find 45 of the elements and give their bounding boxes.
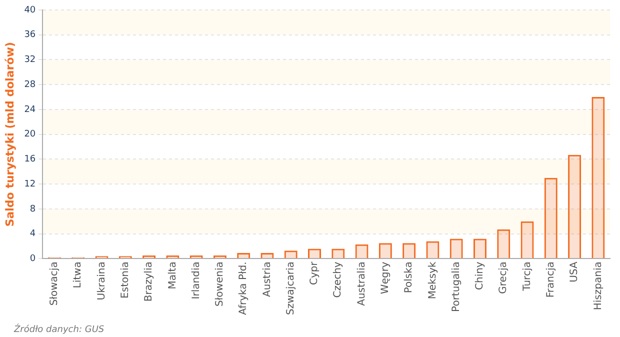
y-tick-label: 12: [24, 179, 36, 190]
x-tick-label: Litwa: [72, 262, 84, 288]
bar: [568, 154, 582, 258]
x-tick-label: Szwajcaria: [285, 262, 296, 315]
x-tick-label: Słowenia: [214, 262, 226, 307]
x-tick-label: Hiszpania: [592, 262, 604, 310]
x-tick-label: Ukraina: [96, 262, 108, 300]
y-tick-label: 16: [24, 154, 36, 165]
x-tick-label: Grecja: [498, 262, 510, 294]
bar: [544, 178, 558, 258]
y-tick-label: 36: [24, 30, 36, 40]
x-tick-label: Meksyk: [427, 261, 438, 300]
bar: [284, 250, 298, 258]
bar: [520, 221, 534, 258]
x-tick-label: Portugalia: [450, 262, 462, 312]
y-tick-label: 20: [24, 130, 36, 140]
bar: [592, 97, 605, 258]
bar: [497, 229, 510, 258]
y-tick-label: 0: [30, 254, 36, 264]
y-axis-title: Saldo turystyki (mld dolarów): [3, 42, 16, 227]
x-tick-label: Czechy: [332, 262, 344, 298]
x-tick-label: USA: [569, 261, 580, 282]
bar: [260, 253, 274, 258]
x-tick-label: Francja: [545, 262, 556, 298]
x-tick-label: Australia: [356, 262, 368, 306]
y-tick-label: 40: [24, 5, 36, 16]
x-tick-label: Estonia: [120, 262, 131, 298]
y-tick-label: 24: [24, 104, 36, 115]
x-tick-label: Afryka Płd.: [238, 262, 250, 316]
x-tick-label: Węgry: [380, 262, 392, 294]
bar: [237, 253, 250, 258]
y-tick-label: 28: [24, 80, 36, 90]
y-tick-label: 32: [24, 55, 36, 66]
x-tick-label: Malta: [167, 262, 178, 290]
text: Źródło danych: GUS: [14, 325, 104, 335]
x-tick-label: Turcja: [522, 262, 533, 292]
x-tick-label: Chiny: [474, 262, 486, 290]
x-tick-label: Cypr: [309, 260, 320, 286]
x-tick-label: Brazylia: [144, 262, 155, 302]
x-tick-label: Irlandia: [190, 262, 202, 300]
x-tick-label: Austria: [262, 262, 273, 297]
y-tick-label: 8: [30, 204, 36, 214]
x-tick-label: Słowacja: [49, 262, 60, 306]
y-tick-label: 4: [30, 229, 36, 240]
x-tick-label: Polska: [404, 262, 415, 294]
